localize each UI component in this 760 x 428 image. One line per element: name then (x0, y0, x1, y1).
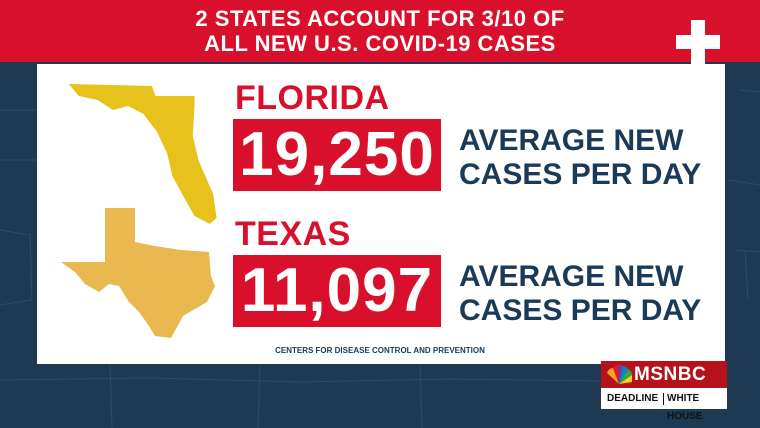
texas-label: TEXAS (235, 215, 351, 253)
show-name: DEADLINE WHITE HOUSE (601, 390, 727, 422)
show-name-divider (663, 393, 664, 405)
show-name-part-1: DEADLINE (607, 393, 659, 404)
florida-label: FLORIDA (235, 79, 390, 117)
source-credit: CENTERS FOR DISEASE CONTROL AND PREVENTI… (275, 346, 485, 355)
texas-value: 11,097 (233, 255, 441, 327)
show-name-part-2: WHITE HOUSE (667, 393, 703, 422)
network-logo: MSNBC DEADLINE WHITE HOUSE (601, 361, 727, 422)
florida-description-line-2: CASES PER DAY (459, 158, 702, 191)
peacock-icon (607, 364, 632, 384)
content-panel: FLORIDA 19,250 AVERAGE NEW CASES PER DAY… (37, 64, 725, 364)
headline: 2 STATES ACCOUNT FOR 3/10 OF ALL NEW U.S… (0, 6, 760, 56)
florida-description: AVERAGE NEW CASES PER DAY (459, 124, 701, 192)
florida-value: 19,250 (233, 119, 441, 191)
texas-description-line-1: AVERAGE NEW (459, 260, 684, 293)
florida-description-line-1: AVERAGE NEW (459, 124, 684, 157)
logo-brand-text: MSNBC (634, 364, 707, 385)
headline-line-1: 2 STATES ACCOUNT FOR 3/10 OF (195, 6, 565, 31)
texas-description: AVERAGE NEW CASES PER DAY (459, 260, 701, 328)
texas-description-line-2: CASES PER DAY (459, 294, 702, 327)
texas-map-icon (61, 208, 215, 338)
cross-icon (676, 20, 720, 64)
florida-map-icon (68, 84, 217, 224)
headline-line-2: ALL NEW U.S. COVID-19 CASES (204, 31, 556, 56)
logo-brand-bar: MSNBC (601, 361, 727, 388)
header-banner: 2 STATES ACCOUNT FOR 3/10 OF ALL NEW U.S… (0, 0, 760, 62)
